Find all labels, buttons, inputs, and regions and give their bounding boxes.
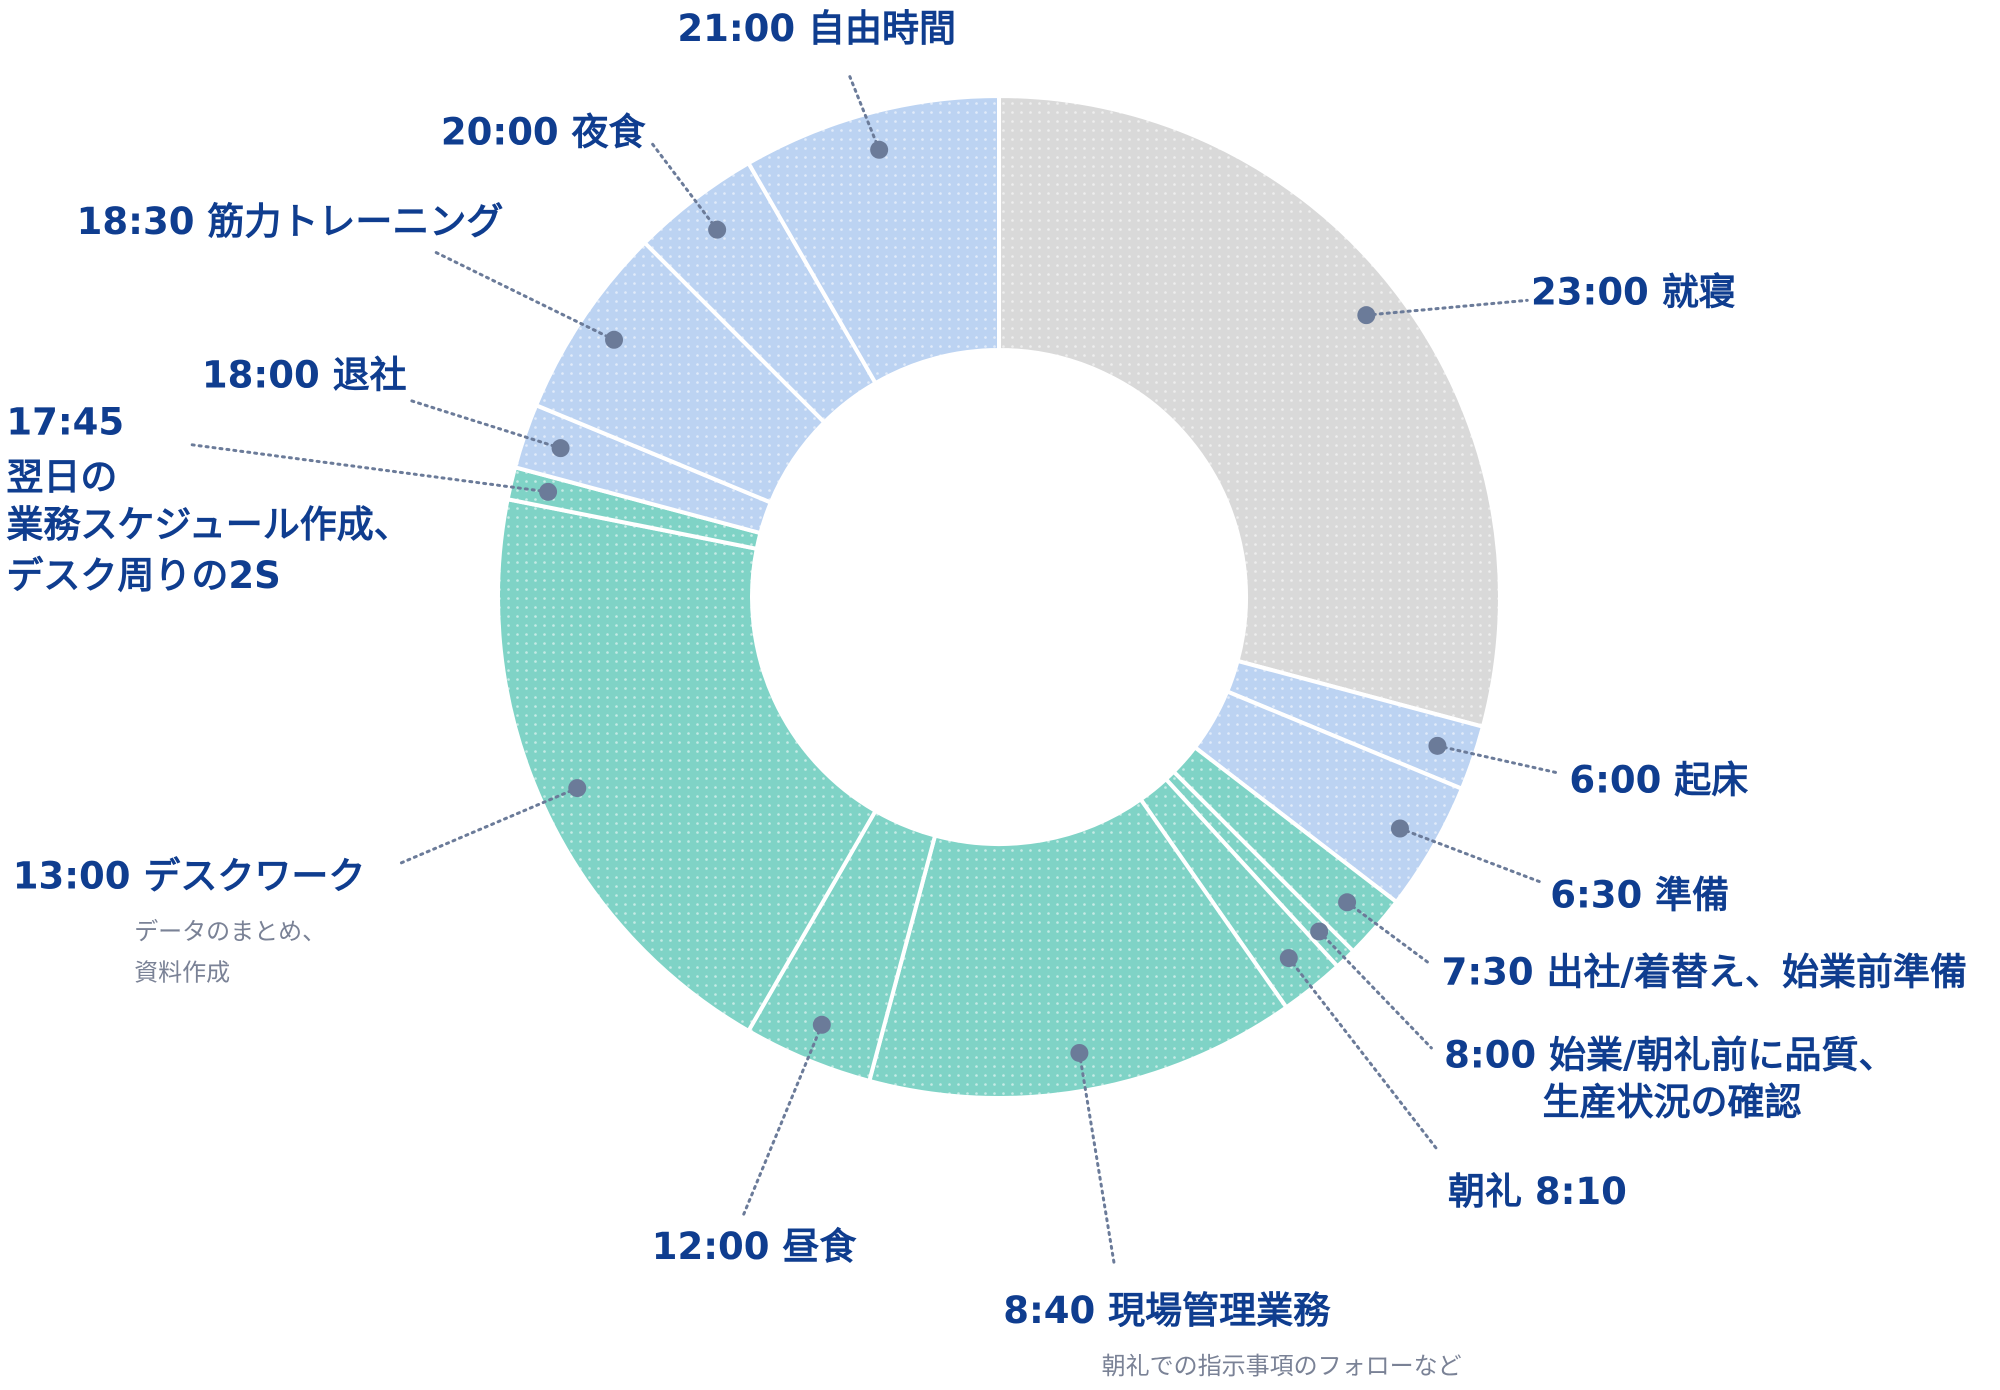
slice (997, 93, 1502, 730)
leader-line (650, 141, 719, 232)
leader-line (407, 398, 563, 450)
label: 8:40 現場管理業務 (1003, 1289, 1331, 1332)
marker-dot (1310, 922, 1329, 941)
marker-dot (812, 1015, 831, 1034)
marker-dot (605, 330, 624, 349)
label-note: データのまとめ、 (134, 917, 326, 945)
label: 朝礼 8:10 (1448, 1170, 1627, 1213)
marker-dot (568, 779, 587, 798)
label: 17:45 (6, 401, 124, 444)
label: 12:00 昼食 (652, 1225, 858, 1268)
label: 7:30 出社/着替え、始業前準備 (1442, 950, 1967, 993)
marker-dot (1338, 893, 1357, 912)
label-note: 資料作成 (134, 958, 230, 986)
marker-dot (1428, 736, 1447, 755)
leader-line (1435, 744, 1561, 775)
label: デスク周りの2S (6, 554, 280, 597)
marker-dot (551, 439, 570, 458)
leader-line (397, 786, 579, 866)
marker-dot (1070, 1043, 1089, 1062)
label: 13:00 デスクワーク (13, 854, 366, 897)
marker-dot (1357, 306, 1376, 325)
leader-line (1077, 1051, 1116, 1267)
label: 21:00 自由時間 (677, 7, 956, 50)
label: 生産状況の確認 (1543, 1081, 1802, 1124)
leader-line (742, 1023, 824, 1216)
label: 業務スケジュール作成、 (6, 503, 410, 546)
marker-dot (539, 482, 558, 501)
label: 6:30 準備 (1550, 874, 1729, 917)
label: 23:00 就寝 (1531, 270, 1736, 313)
marker-dot (870, 140, 889, 159)
marker-dot (708, 220, 727, 239)
label: 18:00 退社 (202, 353, 407, 396)
label: 20:00 夜食 (441, 111, 647, 154)
leader-line (1345, 900, 1433, 967)
leader-line (1317, 929, 1433, 1050)
label: 18:30 筋力トレーニング (77, 200, 504, 243)
label-note: 朝礼での指示事項のフォローなど (1102, 1352, 1462, 1380)
leader-line (1398, 827, 1542, 884)
leader-line (1364, 298, 1529, 317)
label: 6:00 起床 (1569, 759, 1748, 802)
leader-line (848, 75, 881, 152)
marker-dot (1390, 819, 1409, 838)
marker-dot (1279, 949, 1298, 968)
label: 8:00 始業/朝礼前に品質、 (1444, 1033, 1895, 1076)
leader-line (190, 443, 550, 494)
leader-line (433, 250, 616, 342)
label: 翌日の (6, 456, 117, 499)
leader-line (1287, 956, 1440, 1152)
